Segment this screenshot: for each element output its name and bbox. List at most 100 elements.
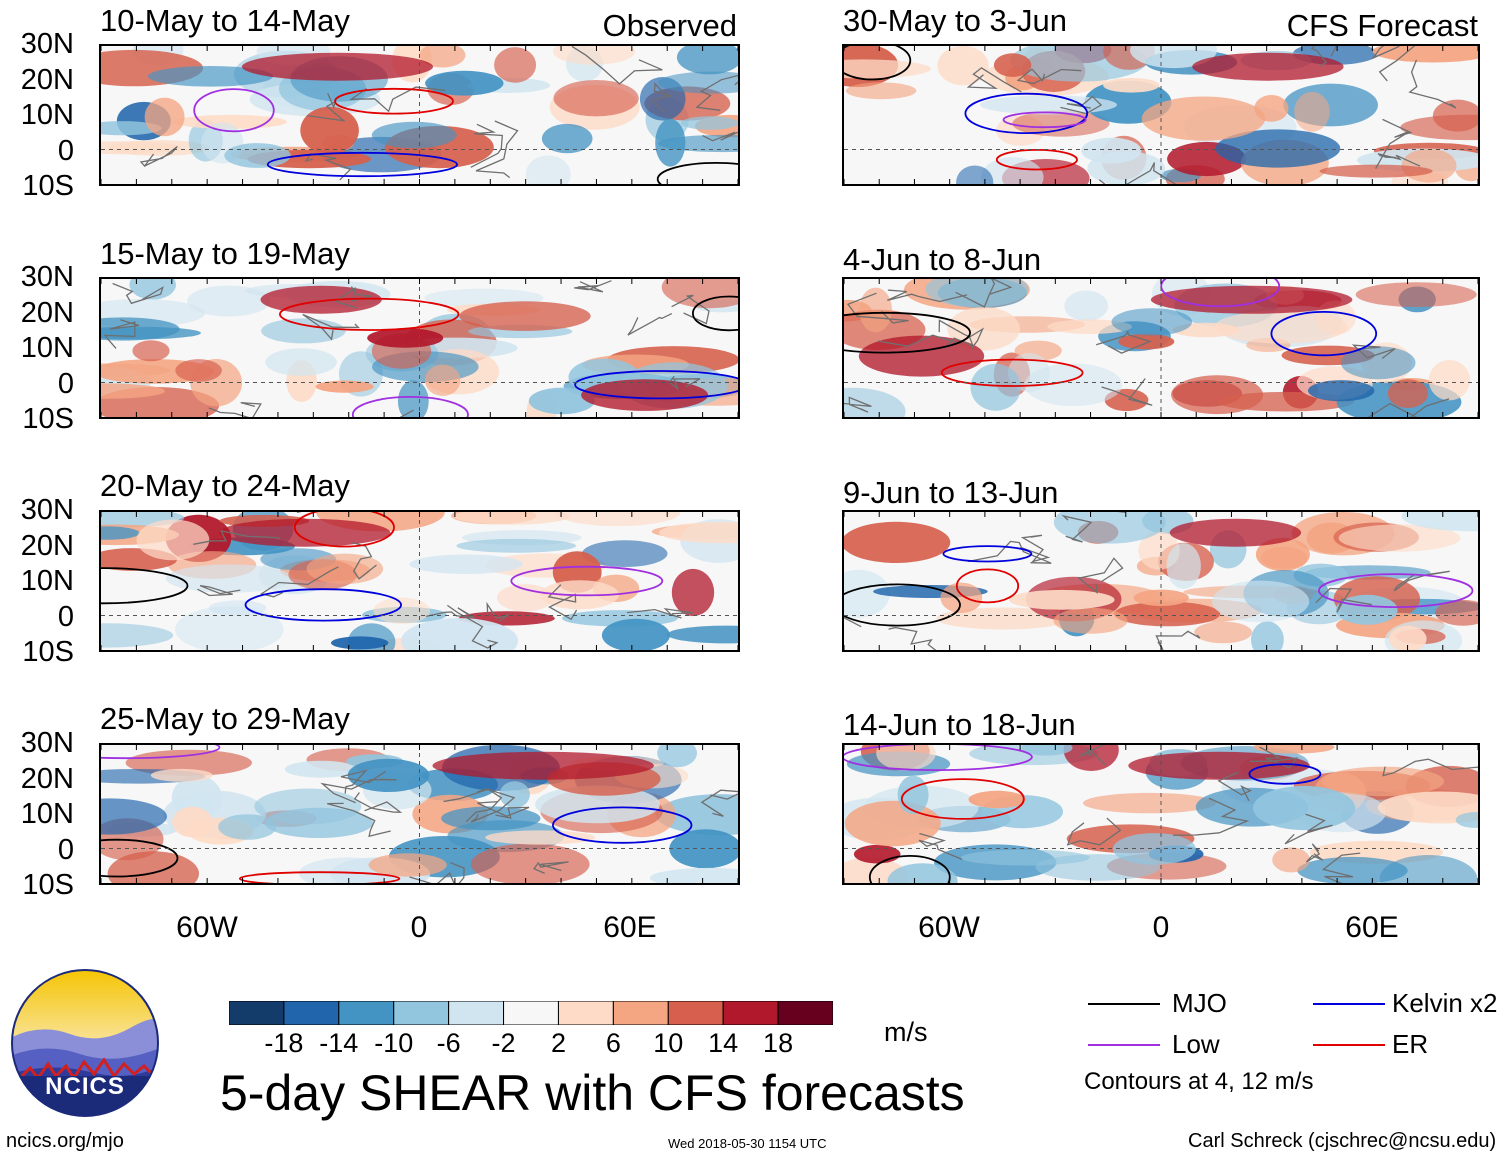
coastline bbox=[695, 74, 738, 111]
shear-anomaly-patch bbox=[136, 519, 210, 561]
shear-anomaly-patch bbox=[175, 359, 222, 382]
shear-anomaly-patch bbox=[284, 760, 358, 778]
shear-anomaly-patch bbox=[1047, 319, 1132, 334]
panel-title-5: 30-May to 3-Jun bbox=[843, 3, 1067, 38]
contour-kelvin-x2 bbox=[552, 806, 693, 844]
contour-low bbox=[351, 396, 469, 417]
shear-anomaly-patch bbox=[1387, 379, 1428, 408]
map-p1 bbox=[101, 46, 738, 184]
lon-tick-left-0: 0 bbox=[410, 911, 428, 944]
colorbar-tick-label: -18 bbox=[264, 1028, 304, 1058]
shear-anomaly-patch bbox=[859, 287, 892, 333]
shear-anomaly-patch bbox=[1118, 333, 1175, 350]
contour-mjo bbox=[844, 583, 961, 627]
coastline bbox=[844, 396, 872, 413]
panel-title-4: 25-May to 29-May bbox=[100, 701, 350, 736]
colorbar-swatch bbox=[393, 1000, 450, 1026]
coastline bbox=[470, 788, 516, 823]
shear-anomaly-patch bbox=[853, 844, 901, 864]
coastline bbox=[334, 286, 372, 309]
map-p5 bbox=[844, 46, 1478, 184]
colorbar-swatch bbox=[612, 1000, 669, 1026]
shear-anomaly-patch bbox=[667, 625, 738, 644]
shear-anomaly-patch bbox=[101, 317, 180, 341]
shear-anomaly-patch bbox=[658, 71, 738, 94]
colorbar-tick-label: 18 bbox=[763, 1028, 794, 1058]
shear-anomaly-patch bbox=[1012, 110, 1110, 137]
colorbar-tick-label: 14 bbox=[708, 1028, 739, 1058]
shear-anomaly-patch bbox=[1308, 380, 1375, 402]
coastline bbox=[887, 289, 968, 303]
coastline bbox=[1365, 46, 1400, 60]
shear-anomaly-patch bbox=[144, 97, 185, 137]
contour-mjo bbox=[101, 567, 189, 605]
coastline bbox=[1101, 378, 1153, 406]
shear-anomaly-patch bbox=[671, 568, 715, 617]
coastline bbox=[304, 153, 352, 181]
shear-maximum-patch bbox=[260, 285, 382, 314]
shear-anomaly-patch bbox=[1133, 589, 1189, 606]
shear-map-panel-1 bbox=[99, 44, 740, 186]
shear-anomaly-patch bbox=[425, 70, 504, 96]
shear-anomaly-patch bbox=[165, 564, 293, 593]
colorbar-swatch bbox=[228, 1000, 285, 1026]
shear-anomaly-patch bbox=[147, 66, 274, 87]
contour-mjo bbox=[868, 855, 951, 883]
coastline bbox=[320, 778, 397, 804]
legend-label-mjo: MJO bbox=[1172, 988, 1227, 1018]
coastline bbox=[533, 861, 569, 874]
shear-maximum-patch bbox=[1169, 518, 1302, 547]
contour-mjo bbox=[656, 162, 738, 184]
shear-anomaly-patch bbox=[1336, 594, 1398, 625]
shear-anomaly-patch bbox=[424, 364, 461, 396]
shear-map-panel-5 bbox=[842, 44, 1480, 186]
contour-kelvin-x2 bbox=[266, 151, 458, 178]
shear-anomaly-patch bbox=[1112, 833, 1196, 865]
map-p2 bbox=[101, 279, 738, 417]
coastline bbox=[967, 540, 1052, 564]
shear-anomaly-patch bbox=[601, 618, 670, 650]
shear-anomaly-patch bbox=[661, 279, 738, 309]
panel-title-1: 10-May to 14-May bbox=[100, 3, 350, 38]
coastline bbox=[486, 601, 510, 622]
shear-anomaly-patch bbox=[300, 106, 359, 155]
shear-anomaly-patch bbox=[581, 540, 668, 567]
shear-anomaly-patch bbox=[525, 155, 571, 184]
map-p4 bbox=[101, 745, 738, 883]
coastline bbox=[1351, 344, 1396, 359]
lat-tick-row3-10N: 10N bbox=[20, 565, 74, 597]
legend-line-er bbox=[1313, 1044, 1385, 1046]
shear-anomaly-patch bbox=[676, 46, 738, 75]
contour-kelvin-x2 bbox=[1270, 310, 1378, 357]
coastline bbox=[447, 604, 499, 649]
shear-anomaly-patch bbox=[101, 526, 140, 540]
coastline bbox=[352, 541, 377, 580]
ncics-logo[interactable]: NCICS bbox=[10, 968, 160, 1118]
shear-anomaly-patch bbox=[554, 512, 681, 527]
shear-anomaly-patch bbox=[101, 623, 174, 648]
colorbar-swatch bbox=[283, 1000, 340, 1026]
shear-anomaly-patch bbox=[1272, 847, 1310, 873]
shear-anomaly-patch bbox=[844, 521, 951, 563]
shear-anomaly-patch bbox=[494, 47, 537, 83]
shear-anomaly-patch bbox=[657, 745, 697, 768]
coastline bbox=[1382, 758, 1478, 777]
shear-anomaly-patch bbox=[1401, 512, 1478, 532]
lat-tick-row2-20N: 20N bbox=[20, 296, 74, 329]
shear-anomaly-patch bbox=[844, 800, 941, 847]
coastline bbox=[353, 792, 403, 813]
footer-credit: Carl Schreck (cjschrec@ncsu.edu) bbox=[1188, 1130, 1497, 1152]
coastline bbox=[1359, 398, 1450, 417]
shear-anomaly-patch bbox=[1254, 95, 1289, 122]
shear-anomaly-patch bbox=[459, 301, 591, 331]
colorbar-tick-label: -6 bbox=[436, 1028, 461, 1058]
shear-anomaly-patch bbox=[887, 863, 958, 883]
shear-anomaly-patch bbox=[373, 597, 431, 624]
coastline bbox=[1173, 797, 1250, 836]
shear-map-panel-2 bbox=[99, 277, 740, 419]
shear-map-panel-8 bbox=[842, 743, 1480, 885]
map-p7 bbox=[844, 512, 1478, 650]
footer-url[interactable]: ncics.org/mjo bbox=[6, 1130, 124, 1152]
lat-tick-row1-10N: 10N bbox=[20, 99, 74, 131]
shear-maximum-patch bbox=[1192, 52, 1344, 81]
